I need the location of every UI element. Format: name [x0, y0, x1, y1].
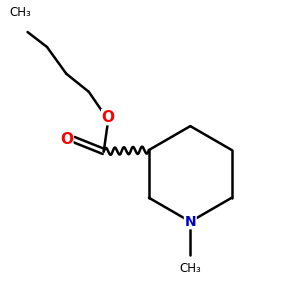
Text: CH₃: CH₃	[179, 262, 201, 275]
Text: O: O	[60, 132, 73, 147]
Text: CH₃: CH₃	[9, 6, 31, 19]
Text: N: N	[184, 215, 196, 229]
Text: O: O	[102, 110, 115, 125]
